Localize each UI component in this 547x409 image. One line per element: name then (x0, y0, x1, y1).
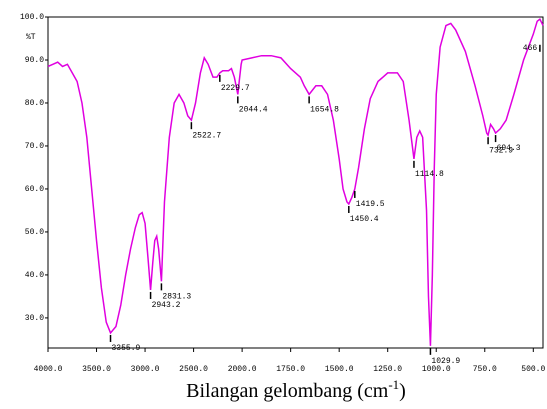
x-tick-label: 1250.0 (373, 365, 402, 374)
spectrum-line (47, 17, 544, 346)
peak-label: 1654.8 (310, 105, 339, 114)
peak-label: 732.9 (489, 146, 513, 155)
x-axis-title: Bilangan gelombang (cm-1) (186, 377, 406, 402)
y-tick-label: 40.0 (25, 271, 44, 280)
peak-label: 3355.9 (112, 344, 141, 353)
y-tick-label: 100.0 (20, 13, 44, 22)
x-title-end: ) (399, 380, 406, 402)
x-tick-label: 3000.0 (131, 365, 160, 374)
plot-frame (47, 16, 544, 349)
x-tick-label: 2000.0 (228, 365, 257, 374)
x-tick-label: 750.0 (473, 365, 497, 374)
y-tick-label: 30.0 (25, 314, 44, 323)
y-tick-label: 60.0 (25, 185, 44, 194)
peak-label: 1029.9 (431, 357, 460, 366)
x-tick-label: 1750.0 (276, 365, 305, 374)
y-tick-label: 80.0 (25, 99, 44, 108)
x-tick-label: 3500.0 (82, 365, 111, 374)
peak-label: 466. (523, 44, 542, 53)
y-axis-label: %T (26, 33, 36, 42)
x-tick-label: 1000.0 (422, 365, 451, 374)
peak-label: 694.3 (497, 144, 521, 153)
peak-label: 2831.3 (162, 292, 191, 301)
x-tick-label: 500.0 (521, 365, 545, 374)
peak-label: 2522.7 (192, 131, 221, 140)
y-tick-label: 90.0 (25, 56, 44, 65)
x-tick-label: 2500.0 (179, 365, 208, 374)
peak-label: 2044.4 (239, 105, 268, 114)
x-tick-label: 1500.0 (325, 365, 354, 374)
x-tick-label: 4000.0 (34, 365, 63, 374)
y-tick-label: 70.0 (25, 142, 44, 151)
peak-label: 2943.2 (152, 301, 181, 310)
y-tick-label: 50.0 (25, 228, 44, 237)
x-title-sup: -1 (388, 377, 399, 392)
peak-label: 1450.4 (350, 215, 379, 224)
peak-label: 1114.8 (415, 170, 444, 179)
x-title-main: Bilangan gelombang (cm (186, 380, 389, 402)
peak-label: 1419.5 (356, 200, 385, 209)
peak-label: 2229.7 (221, 84, 250, 93)
